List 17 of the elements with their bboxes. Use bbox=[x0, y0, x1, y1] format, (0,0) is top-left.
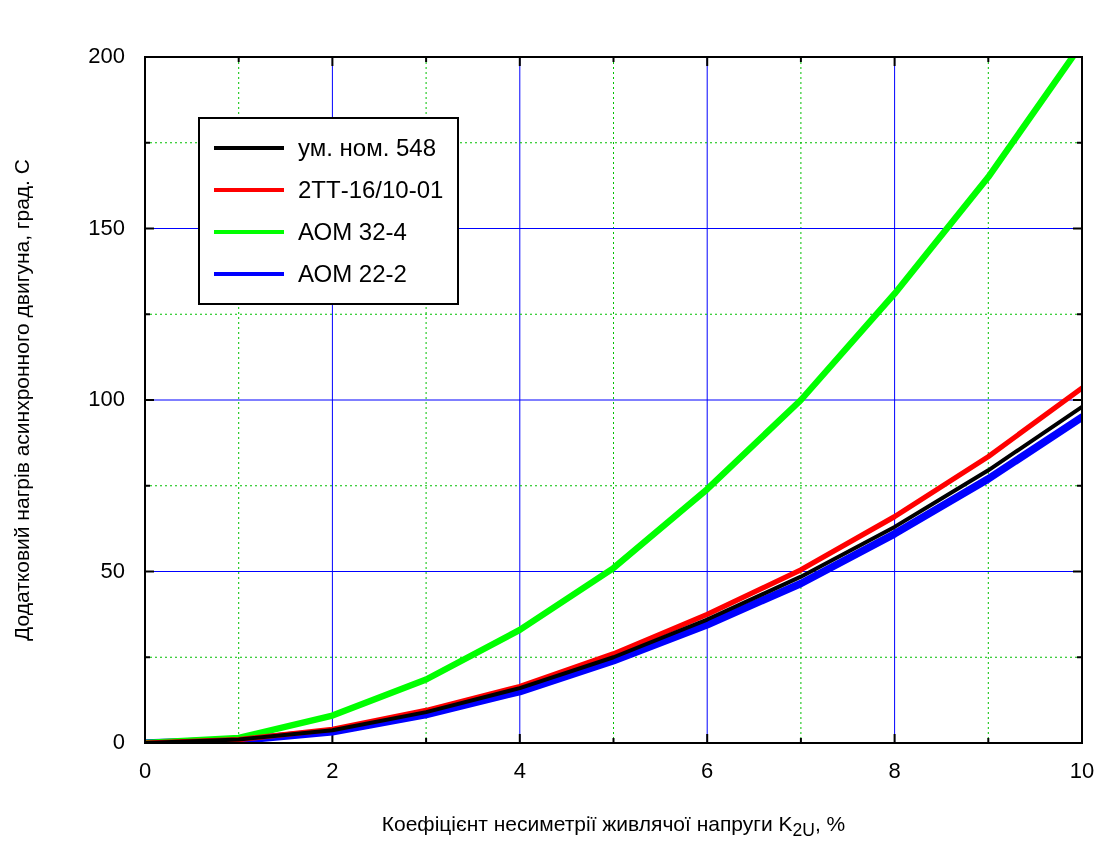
y-axis-title: Додатковий нагрів асинхронного двигуна, град. С bbox=[10, 159, 34, 641]
y-tick-label: 100 bbox=[88, 386, 125, 412]
x-axis-title: Коефіцієнт несиметрії живлячої напруги K$_{2U}$, % bbox=[380, 812, 847, 842]
x-tick-label: 2 bbox=[326, 758, 339, 784]
legend-label: ум. ном. 548 bbox=[298, 134, 437, 162]
x-tick-label: 8 bbox=[888, 758, 901, 784]
y-tick-label: 0 bbox=[112, 729, 125, 755]
y-tick-label: 50 bbox=[100, 557, 125, 583]
x-tick-label: 0 bbox=[138, 758, 152, 784]
y-tick-label: 200 bbox=[88, 43, 125, 69]
x-tick-label: 10 bbox=[1069, 758, 1095, 784]
legend-label: 2ТТ-16/10-01 bbox=[298, 176, 444, 204]
y-tick-label: 150 bbox=[88, 214, 125, 240]
x-tick-label: 4 bbox=[513, 758, 526, 784]
legend-label: АОМ 22-2 bbox=[298, 260, 407, 288]
x-tick-label: 6 bbox=[701, 758, 714, 784]
legend-label: АОМ 32-4 bbox=[298, 218, 407, 246]
